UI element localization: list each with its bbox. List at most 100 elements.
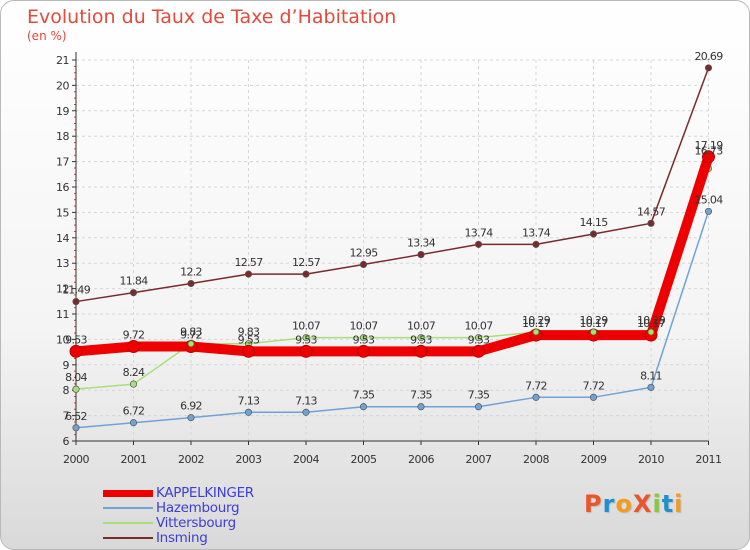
data-label: 9.53 xyxy=(353,333,375,346)
logo-letter: o xyxy=(615,490,633,518)
data-label: 10.07 xyxy=(350,320,379,333)
data-label: 8.04 xyxy=(65,371,87,384)
data-label: 9.53 xyxy=(410,333,432,346)
data-point xyxy=(414,344,428,358)
y-tick-label: 16 xyxy=(56,181,69,194)
legend-swatch xyxy=(103,522,153,524)
data-point xyxy=(532,393,540,401)
legend-label: Insming xyxy=(156,530,208,546)
data-point xyxy=(299,344,313,358)
data-label: 17.19 xyxy=(695,139,724,152)
data-point xyxy=(704,207,713,215)
x-tick-label: 2005 xyxy=(351,453,377,466)
x-tick-label: 2008 xyxy=(523,453,549,466)
data-label: 14.15 xyxy=(580,216,609,229)
chart-subtitle: (en %) xyxy=(27,29,67,43)
data-point xyxy=(129,289,138,297)
data-label: 7.35 xyxy=(353,389,375,402)
data-label: 7.13 xyxy=(238,394,260,407)
data-label: 9.53 xyxy=(295,333,317,346)
data-label: 12.57 xyxy=(292,256,321,269)
data-point xyxy=(474,334,483,342)
data-point xyxy=(129,419,138,427)
data-label: 12.57 xyxy=(235,256,264,269)
data-point xyxy=(69,344,83,358)
legend-swatch xyxy=(103,537,153,539)
data-point xyxy=(359,260,368,269)
data-point xyxy=(244,408,253,416)
data-point xyxy=(129,380,138,388)
x-tick-label: 2004 xyxy=(293,453,319,466)
y-tick-label: 18 xyxy=(56,130,69,143)
data-label: 9.83 xyxy=(180,326,202,339)
data-label: 15.04 xyxy=(695,193,724,206)
data-point xyxy=(357,344,370,358)
y-tick-label: 21 xyxy=(56,54,69,67)
data-point xyxy=(244,270,253,278)
data-point xyxy=(359,403,368,411)
y-tick-label: 10 xyxy=(56,333,69,346)
data-point xyxy=(417,403,425,411)
y-tick-label: 15 xyxy=(56,206,69,219)
chart-title: Evolution du Taux de Taxe d’Habitation xyxy=(27,6,397,28)
data-label: 10.29 xyxy=(637,314,666,327)
data-label: 11.84 xyxy=(120,275,149,288)
y-tick-label: 13 xyxy=(56,257,69,270)
logo-letter: i xyxy=(652,490,662,518)
data-point xyxy=(589,393,598,401)
data-label: 8.11 xyxy=(640,369,662,382)
data-label: 12.95 xyxy=(350,246,379,259)
data-point xyxy=(72,385,80,393)
legend-label: Vittersbourg xyxy=(156,515,236,531)
data-point xyxy=(302,408,310,416)
data-label: 10.07 xyxy=(407,320,436,333)
data-label: 12.2 xyxy=(180,266,202,279)
logo-letter: X xyxy=(632,490,653,518)
data-point xyxy=(472,344,485,358)
data-label: 10.29 xyxy=(522,314,551,327)
data-label: 9.83 xyxy=(238,326,260,339)
x-tick-label: 2011 xyxy=(696,453,722,466)
data-label: 6.72 xyxy=(123,405,145,418)
data-point xyxy=(647,219,655,227)
data-label: 9.53 xyxy=(468,333,490,346)
logo-letter: i xyxy=(674,490,684,518)
data-label: 7.13 xyxy=(295,394,317,407)
data-label: 11.49 xyxy=(62,284,91,297)
series-line-insming xyxy=(75,67,710,303)
legend-label: KAPPELKINGER xyxy=(156,485,254,501)
y-tick-label: 20 xyxy=(56,79,69,92)
x-tick-label: 2000 xyxy=(63,453,89,466)
logo-letter: r xyxy=(602,490,616,518)
data-label: 7.72 xyxy=(583,379,605,392)
proxiti-logo: ProXiti xyxy=(584,490,683,518)
x-tick-label: 2006 xyxy=(408,453,434,466)
data-label: 10.29 xyxy=(580,314,609,327)
data-point xyxy=(127,340,140,354)
data-point xyxy=(532,240,540,248)
x-tick-label: 2003 xyxy=(236,453,262,466)
series-line-hazembourg xyxy=(75,211,710,429)
data-label: 10.07 xyxy=(292,320,321,333)
y-tick-label: 17 xyxy=(56,156,69,169)
data-label: 9.72 xyxy=(123,329,145,342)
data-label: 7.72 xyxy=(525,379,547,392)
data-point xyxy=(532,328,540,336)
data-point xyxy=(647,383,655,391)
x-tick-label: 2009 xyxy=(581,453,607,466)
data-label: 9.53 xyxy=(238,333,260,346)
data-point xyxy=(647,328,655,336)
data-point xyxy=(187,340,195,348)
x-tick-label: 2010 xyxy=(638,453,664,466)
data-point xyxy=(187,279,195,288)
data-label: 6.52 xyxy=(65,410,87,423)
legend-swatch xyxy=(103,507,153,509)
y-tick-label: 6 xyxy=(63,435,70,448)
data-label: 10.07 xyxy=(465,320,494,333)
data-label: 16.73 xyxy=(695,144,724,157)
data-point xyxy=(417,334,425,342)
logo-letter: P xyxy=(584,490,603,518)
data-label: 13.74 xyxy=(522,226,551,239)
y-tick-label: 8 xyxy=(63,384,70,397)
